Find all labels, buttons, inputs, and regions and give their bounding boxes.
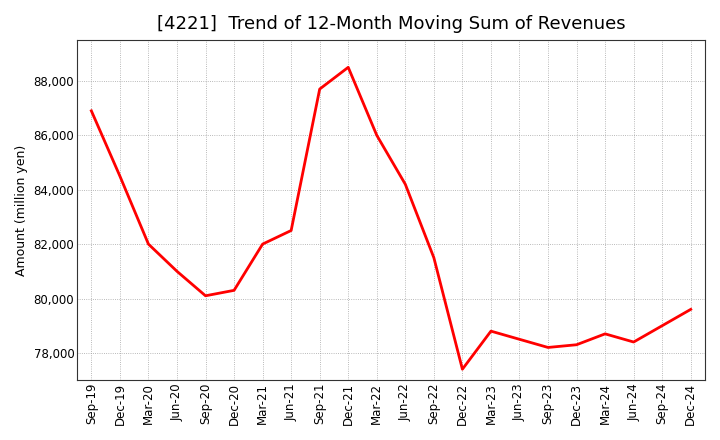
Y-axis label: Amount (million yen): Amount (million yen) [15,144,28,276]
Title: [4221]  Trend of 12-Month Moving Sum of Revenues: [4221] Trend of 12-Month Moving Sum of R… [157,15,626,33]
